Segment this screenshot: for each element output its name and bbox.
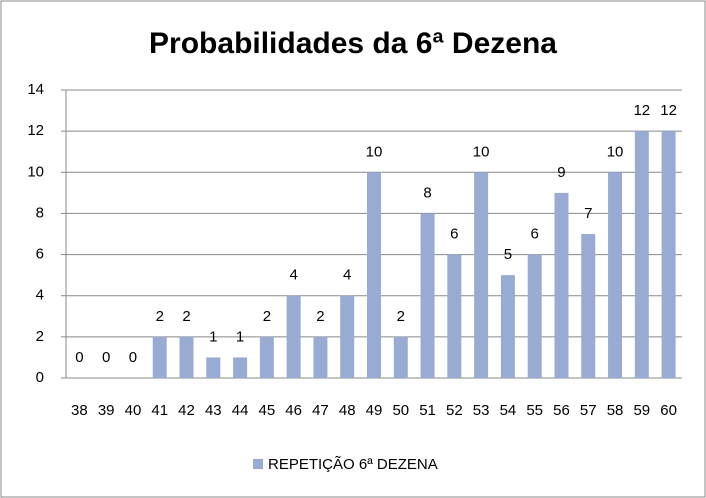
- data-label: 0: [129, 349, 137, 366]
- chart-title: Probabilidades da 6ª Dezena: [149, 27, 557, 60]
- x-tick-label: 42: [178, 402, 195, 419]
- y-tick-label: 0: [36, 369, 44, 386]
- y-tick-label: 10: [27, 163, 44, 180]
- x-tick-label: 40: [125, 402, 142, 419]
- x-tick-label: 57: [580, 402, 597, 419]
- legend-swatch: [253, 459, 263, 469]
- legend-label: REPETIÇÃO 6ª DEZENA: [268, 456, 438, 473]
- data-label: 12: [633, 102, 650, 119]
- bar: [661, 131, 676, 378]
- data-label: 4: [289, 267, 297, 284]
- y-tick-label: 8: [36, 204, 44, 221]
- bar: [206, 357, 221, 378]
- data-label: 4: [343, 267, 351, 284]
- data-label: 10: [473, 143, 490, 160]
- y-tick-label: 12: [27, 122, 44, 139]
- bar: [420, 213, 435, 378]
- bar: [608, 172, 623, 378]
- x-tick-label: 55: [526, 402, 543, 419]
- x-tick-label: 45: [259, 402, 276, 419]
- bar: [393, 336, 408, 378]
- x-tick-label: 59: [633, 402, 650, 419]
- x-tick-label: 48: [339, 402, 356, 419]
- y-tick-label: 14: [27, 81, 44, 98]
- x-tick-label: 52: [446, 402, 463, 419]
- data-label: 2: [156, 308, 164, 325]
- bar: [259, 336, 274, 378]
- x-tick-label: 47: [312, 402, 329, 419]
- x-tick-label: 46: [285, 402, 302, 419]
- data-label: 10: [366, 143, 383, 160]
- x-tick-label: 58: [607, 402, 624, 419]
- bar: [500, 275, 515, 378]
- bar: [581, 234, 596, 378]
- bar: [634, 131, 649, 378]
- y-tick-label: 6: [36, 246, 44, 263]
- data-label: 5: [504, 246, 512, 263]
- data-label: 12: [660, 102, 677, 119]
- x-tick-label: 60: [660, 402, 677, 419]
- bar: [474, 172, 489, 378]
- bar: [313, 336, 328, 378]
- x-tick-label: 51: [419, 402, 436, 419]
- data-label: 8: [423, 184, 431, 201]
- data-label: 2: [182, 308, 190, 325]
- bar: [554, 192, 569, 378]
- x-tick-label: 41: [151, 402, 168, 419]
- data-label: 2: [316, 308, 324, 325]
- data-label: 0: [75, 349, 83, 366]
- data-label: 7: [584, 205, 592, 222]
- x-tick-label: 54: [500, 402, 517, 419]
- x-tick-label: 39: [98, 402, 115, 419]
- x-tick-label: 50: [392, 402, 409, 419]
- x-tick-label: 44: [232, 402, 249, 419]
- y-tick-label: 2: [36, 328, 44, 345]
- x-tick-label: 38: [71, 402, 88, 419]
- data-label: 9: [557, 164, 565, 181]
- bar: [367, 172, 381, 378]
- x-tick-label: 53: [473, 402, 490, 419]
- data-label: 6: [531, 226, 539, 243]
- data-label: 6: [450, 226, 458, 243]
- data-label: 2: [263, 308, 271, 325]
- x-tick-label: 43: [205, 402, 222, 419]
- bar: [447, 254, 462, 378]
- x-tick-label: 49: [366, 402, 383, 419]
- bar: [179, 336, 194, 378]
- bar: [152, 336, 167, 378]
- x-tick-label: 56: [553, 402, 570, 419]
- data-label: 0: [102, 349, 110, 366]
- data-label: 2: [397, 308, 405, 325]
- data-label: 1: [236, 328, 244, 345]
- bar: [340, 295, 355, 378]
- bar: [233, 357, 248, 378]
- bar: [527, 254, 542, 378]
- data-label: 10: [607, 143, 624, 160]
- data-label: 1: [209, 328, 217, 345]
- y-tick-label: 4: [36, 287, 44, 304]
- bar: [286, 295, 301, 378]
